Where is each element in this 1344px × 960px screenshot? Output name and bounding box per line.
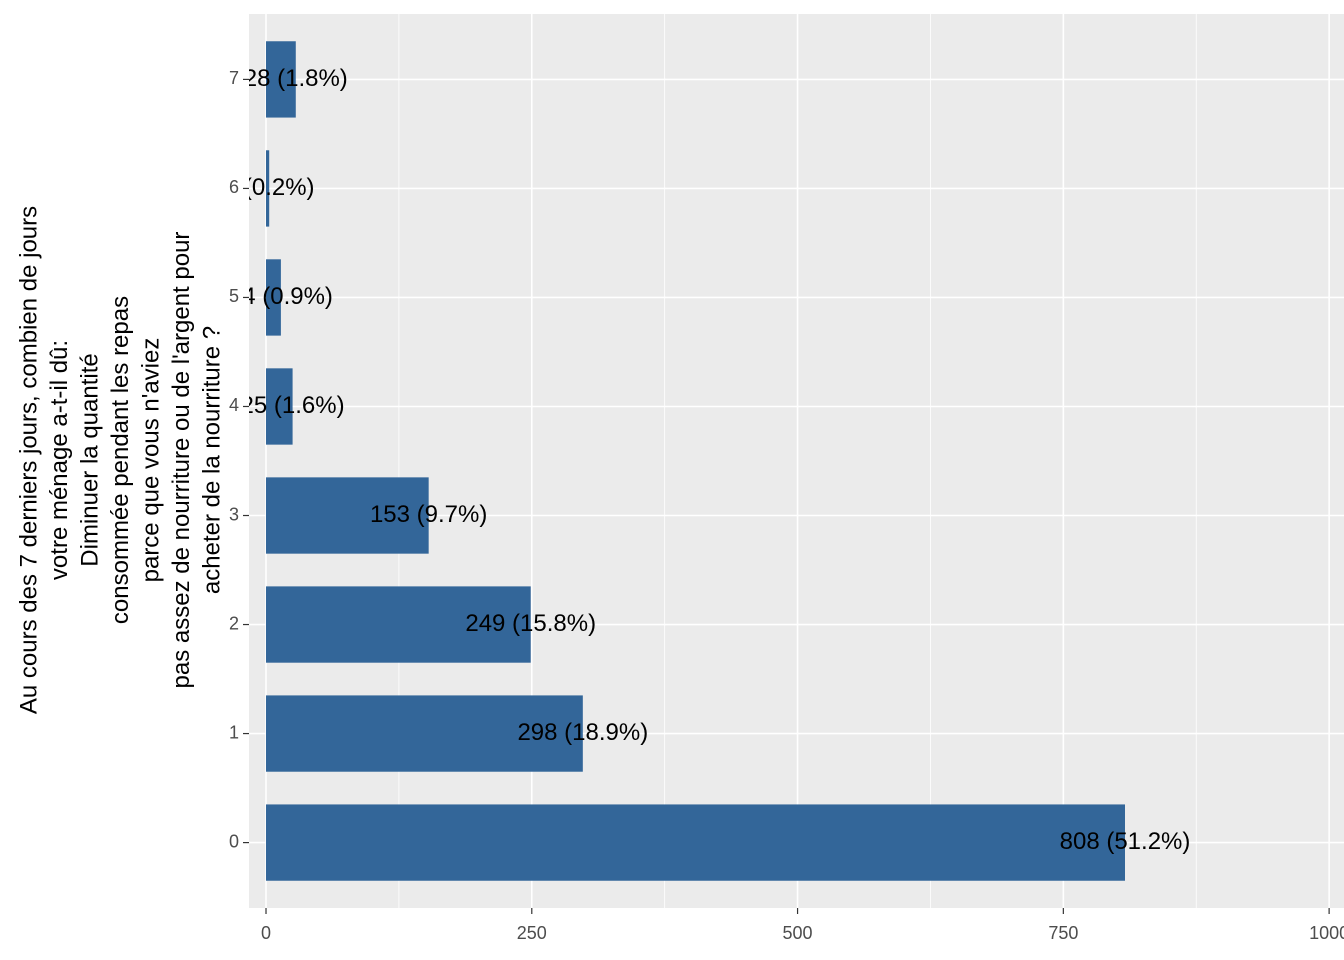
data-label: 3 (0.2%) — [224, 174, 315, 201]
data-label: 298 (18.9%) — [517, 719, 648, 746]
x-tick-label: 750 — [1048, 923, 1078, 943]
x-tick-label: 250 — [517, 923, 547, 943]
x-tick-label: 500 — [783, 923, 813, 943]
y-tick-label: 0 — [229, 831, 239, 851]
y-tick-label: 2 — [229, 613, 239, 633]
bar — [266, 150, 270, 227]
y-axis-title: parce que vous n'aviez — [137, 338, 164, 583]
data-label: 14 (0.9%) — [229, 283, 333, 310]
y-axis-title: Au cours des 7 derniers jours, combien d… — [15, 206, 42, 714]
panel — [249, 14, 1344, 908]
data-label: 28 (1.8%) — [244, 65, 348, 92]
y-tick-label: 3 — [229, 504, 239, 524]
data-label: 25 (1.6%) — [241, 392, 345, 419]
y-tick-label: 4 — [229, 395, 239, 415]
y-tick-label: 6 — [229, 177, 239, 197]
bar — [266, 804, 1125, 881]
bar — [266, 586, 531, 663]
bar — [266, 259, 281, 336]
x-tick-label: 0 — [261, 923, 271, 943]
y-axis-title: pas assez de nourriture ou de l'argent p… — [168, 232, 195, 689]
data-label: 249 (15.8%) — [465, 610, 596, 637]
bar — [266, 368, 293, 445]
y-axis-title: Diminuer la quantité — [76, 353, 103, 566]
bar — [266, 695, 583, 772]
data-label: 808 (51.2%) — [1060, 828, 1191, 855]
y-axis-title: votre ménage a-t-il dû: — [46, 340, 73, 580]
y-axis-title: consommée pendant les repas — [107, 296, 134, 624]
y-tick-label: 1 — [229, 722, 239, 742]
y-tick-label: 5 — [229, 286, 239, 306]
bar — [266, 477, 429, 554]
data-label: 153 (9.7%) — [370, 501, 487, 528]
y-axis-title: acheter de la nourriture ? — [198, 326, 225, 594]
bar — [266, 41, 296, 118]
y-tick-label: 7 — [229, 68, 239, 88]
